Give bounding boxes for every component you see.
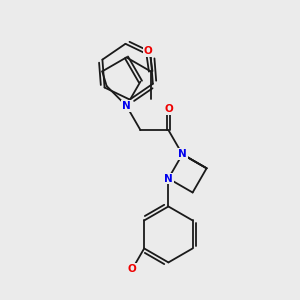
Text: N: N	[122, 101, 131, 111]
Text: O: O	[128, 264, 137, 274]
Text: O: O	[164, 104, 173, 114]
Text: O: O	[143, 46, 152, 56]
Text: N: N	[178, 149, 187, 159]
Text: N: N	[164, 173, 173, 184]
